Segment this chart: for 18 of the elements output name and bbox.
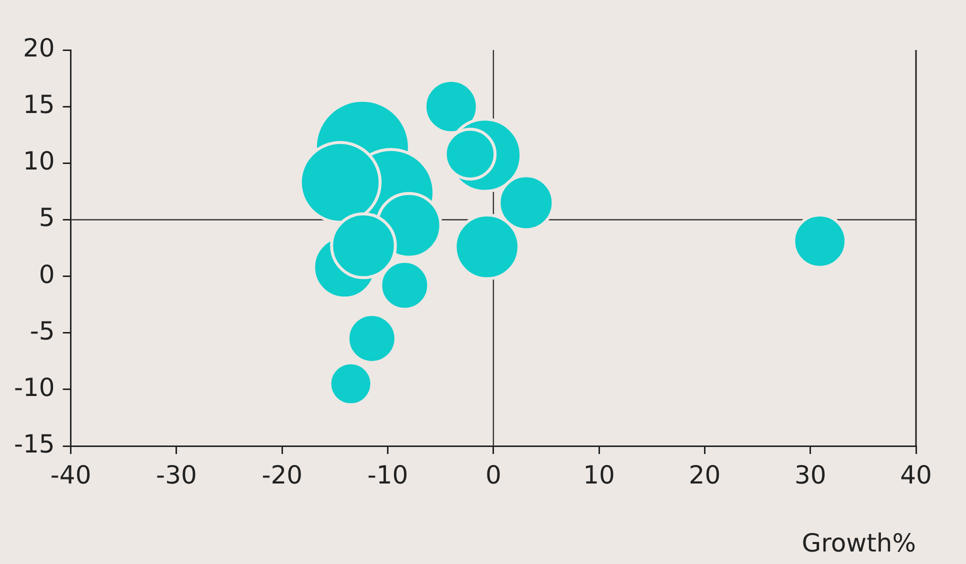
y-tick-label: 20 xyxy=(23,34,55,62)
y-tick-label: 15 xyxy=(23,90,55,120)
x-tick-label: -30 xyxy=(156,460,197,490)
y-tick-label: -5 xyxy=(30,316,55,346)
x-tick-label: 20 xyxy=(688,460,721,490)
y-tick-label: -15 xyxy=(14,430,55,458)
y-tick-label: 0 xyxy=(38,260,55,289)
y-tick-label: 10 xyxy=(23,146,55,176)
x-tick-label: -40 xyxy=(50,460,92,490)
y-tick-label: 5 xyxy=(38,203,55,232)
x-axis-title: Growth% xyxy=(802,528,916,558)
x-tick-label: 40 xyxy=(900,460,932,490)
x-tick-label: -10 xyxy=(367,460,408,490)
y-tick-label: -10 xyxy=(14,372,55,402)
x-tick-label: 0 xyxy=(485,460,502,490)
x-tick-label: 10 xyxy=(583,460,615,490)
x-tick-label: 30 xyxy=(794,460,826,490)
x-tick-label: -20 xyxy=(262,460,303,490)
